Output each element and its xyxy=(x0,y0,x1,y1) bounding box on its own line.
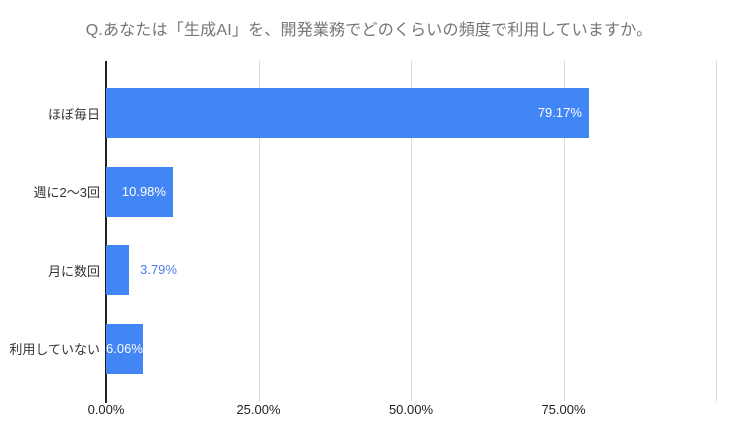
bar: 10.98% xyxy=(106,166,173,217)
category-label: 月に数回 xyxy=(47,263,100,279)
gridline xyxy=(411,61,412,401)
bar-value-label: 10.98% xyxy=(121,183,166,199)
bar: 6.06% xyxy=(106,323,143,374)
x-tick-label: 0.00% xyxy=(87,402,125,417)
bar-value-label: 3.79% xyxy=(140,262,177,277)
category-label: 利用していない xyxy=(9,342,100,357)
gridline xyxy=(563,61,565,401)
x-tick-label: 50.00% xyxy=(388,402,434,417)
bar: 79.17% xyxy=(106,88,589,138)
category-label: ほぼ毎日 xyxy=(47,106,100,122)
bar-value-label: 6.06% xyxy=(106,340,143,356)
chart-title: Q.あなたは「生成AI」を、開発業務でどのくらいの頻度で利用していますか。 xyxy=(85,22,653,39)
category-label: 週に2〜3回 xyxy=(33,185,100,200)
bar-value-label: 79.17% xyxy=(537,105,582,120)
plot-area: 79.17% 10.98% 3.79% 6.06% xyxy=(106,61,717,401)
y-axis-line xyxy=(105,61,107,403)
x-tick-label: 25.00% xyxy=(236,402,281,417)
gridline xyxy=(716,61,717,401)
gridline xyxy=(258,61,260,401)
x-tick-label: 75.00% xyxy=(541,402,586,417)
bar xyxy=(106,245,130,295)
